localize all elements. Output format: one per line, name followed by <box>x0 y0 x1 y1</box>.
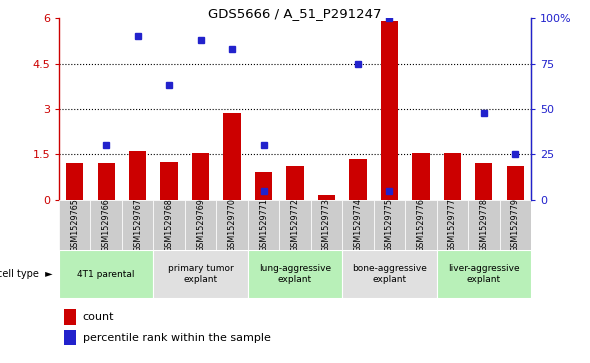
Text: count: count <box>83 312 114 322</box>
Bar <box>342 250 437 298</box>
Bar <box>279 200 311 250</box>
Text: percentile rank within the sample: percentile rank within the sample <box>83 333 270 343</box>
Text: GSM1529767: GSM1529767 <box>133 198 142 252</box>
Text: GSM1529776: GSM1529776 <box>417 198 425 252</box>
Bar <box>97 163 115 200</box>
Bar <box>349 159 366 200</box>
Text: GSM1529766: GSM1529766 <box>101 198 111 252</box>
Bar <box>224 114 241 200</box>
Bar <box>311 200 342 250</box>
Bar <box>468 200 500 250</box>
Text: primary tumor
explant: primary tumor explant <box>168 264 234 284</box>
Text: GSM1529765: GSM1529765 <box>70 198 79 252</box>
Bar <box>153 200 185 250</box>
Text: GSM1529778: GSM1529778 <box>479 198 489 252</box>
Bar <box>153 250 248 298</box>
Bar <box>185 200 217 250</box>
Bar <box>412 153 430 200</box>
Text: bone-aggressive
explant: bone-aggressive explant <box>352 264 427 284</box>
Text: GSM1529777: GSM1529777 <box>448 198 457 252</box>
Bar <box>248 250 342 298</box>
Bar <box>342 200 373 250</box>
Bar <box>59 200 90 250</box>
Bar <box>217 200 248 250</box>
Bar <box>64 309 76 325</box>
Bar <box>475 163 493 200</box>
Text: 4T1 parental: 4T1 parental <box>77 270 135 278</box>
Bar <box>444 153 461 200</box>
Text: GSM1529775: GSM1529775 <box>385 198 394 252</box>
Bar <box>437 200 468 250</box>
Bar <box>373 200 405 250</box>
Bar <box>255 172 272 200</box>
Text: GSM1529769: GSM1529769 <box>196 198 205 252</box>
Bar <box>64 330 76 345</box>
Text: liver-aggressive
explant: liver-aggressive explant <box>448 264 520 284</box>
Bar <box>507 166 524 200</box>
Bar <box>437 250 531 298</box>
Bar <box>90 200 122 250</box>
Bar <box>381 21 398 200</box>
Text: GDS5666 / A_51_P291247: GDS5666 / A_51_P291247 <box>208 7 382 20</box>
Text: GSM1529779: GSM1529779 <box>511 198 520 252</box>
Bar <box>192 153 209 200</box>
Text: GSM1529774: GSM1529774 <box>353 198 362 252</box>
Bar <box>405 200 437 250</box>
Bar <box>129 151 146 200</box>
Text: GSM1529768: GSM1529768 <box>165 198 173 252</box>
Bar <box>500 200 531 250</box>
Text: cell type  ►: cell type ► <box>0 269 53 279</box>
Bar <box>122 200 153 250</box>
Bar <box>286 166 304 200</box>
Text: GSM1529772: GSM1529772 <box>290 198 300 252</box>
Bar <box>59 250 153 298</box>
Bar <box>318 195 335 200</box>
Bar <box>160 162 178 200</box>
Text: GSM1529771: GSM1529771 <box>259 198 268 252</box>
Text: GSM1529773: GSM1529773 <box>322 198 331 252</box>
Bar <box>248 200 279 250</box>
Bar <box>66 163 83 200</box>
Text: GSM1529770: GSM1529770 <box>228 198 237 252</box>
Text: lung-aggressive
explant: lung-aggressive explant <box>259 264 331 284</box>
